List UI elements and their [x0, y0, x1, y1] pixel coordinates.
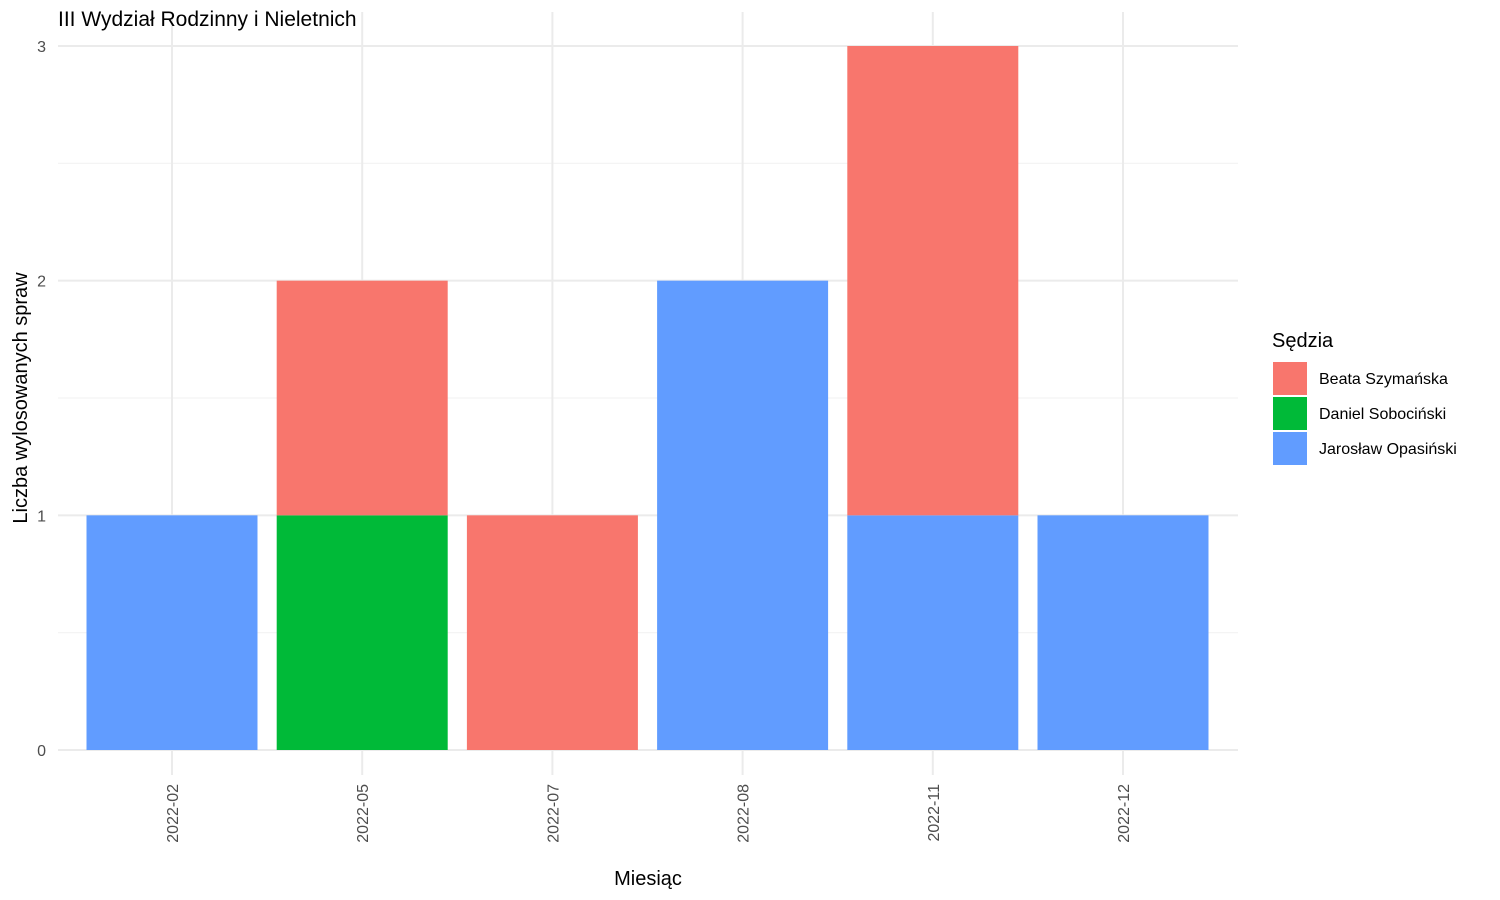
- bar-2022-07-beata-szymanska: [466, 515, 638, 750]
- legend-label-daniel-sobocinski: Daniel Sobociński: [1319, 406, 1446, 423]
- legend: Sędzia Beata Szymańska Daniel Sobociński J…: [1272, 330, 1457, 465]
- y-tick-label: 3: [37, 39, 46, 56]
- legend-key-daniel-sobocinski: [1273, 397, 1307, 430]
- x-axis-ticks: 2022-02 2022-05 2022-07 2022-08 2022-11 2022-…: [165, 784, 1133, 843]
- x-axis-title: Miesiąc: [614, 868, 682, 890]
- legend-label-beata-szymanska: Beata Szymańska: [1319, 371, 1448, 388]
- x-tick-label: 2022-02: [165, 784, 182, 843]
- y-axis-ticks: 0 1 2 3: [37, 39, 46, 760]
- legend-title: Sędzia: [1272, 330, 1334, 352]
- bar-2022-11-beata-szymanska: [847, 46, 1019, 516]
- y-tick-label: 0: [37, 743, 46, 760]
- y-axis-title: Liczba wylosowanych spraw: [10, 272, 32, 524]
- x-tick-label: 2022-05: [355, 784, 372, 843]
- legend-key-jaroslaw-opasinski: [1273, 432, 1307, 465]
- x-tick-label: 2022-08: [736, 784, 753, 843]
- x-tick-label: 2022-12: [1116, 784, 1133, 843]
- legend-key-beata-szymanska: [1273, 362, 1307, 395]
- bar-2022-12-jaroslaw-opasinski: [1037, 515, 1209, 750]
- x-tick-label: 2022-07: [545, 784, 562, 843]
- y-tick-label: 2: [37, 274, 46, 291]
- bar-2022-11-jaroslaw-opasinski: [847, 515, 1019, 750]
- chart-title: III Wydział Rodzinny i Nieletnich: [58, 8, 357, 31]
- bar-2022-02-jaroslaw-opasinski: [86, 515, 258, 750]
- bars: [86, 46, 1209, 750]
- y-tick-label: 1: [37, 508, 46, 525]
- x-tick-label: 2022-11: [926, 784, 943, 842]
- bar-2022-05-beata-szymanska: [276, 280, 448, 516]
- bar-2022-05-daniel-sobocinski: [276, 515, 448, 750]
- bar-2022-08-jaroslaw-opasinski: [657, 280, 829, 750]
- legend-label-jaroslaw-opasinski: Jarosław Opasiński: [1319, 441, 1457, 458]
